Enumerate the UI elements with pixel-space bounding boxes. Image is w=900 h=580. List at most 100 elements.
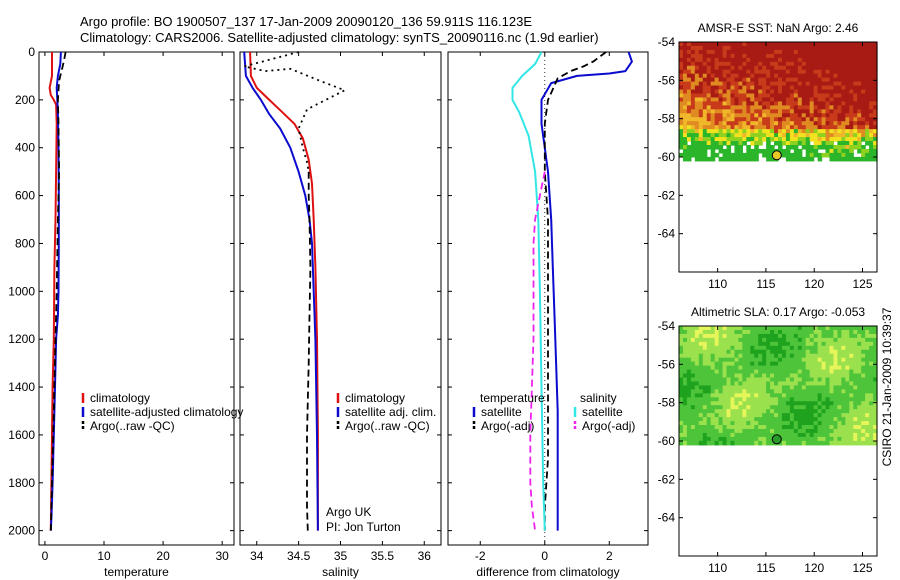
sla-heatmap-cell bbox=[690, 389, 696, 394]
sla-heatmap-cell bbox=[821, 381, 827, 387]
sst-heatmap-cell bbox=[869, 53, 874, 59]
sla-heatmap-cell bbox=[857, 397, 862, 402]
sst-heatmap-cell bbox=[746, 77, 751, 83]
sla-heatmap-cell bbox=[762, 389, 767, 394]
sla-heatmap-cell bbox=[702, 361, 708, 367]
sst-heatmap-cell bbox=[754, 101, 759, 106]
sla-heatmap-cell bbox=[785, 397, 791, 402]
sla-heatmap-cell bbox=[706, 333, 712, 339]
sla-heatmap-cell bbox=[702, 421, 708, 426]
sla-heatmap-cell bbox=[825, 326, 831, 331]
sla-heatmap-cell bbox=[686, 432, 692, 438]
sst-heatmap-cell bbox=[869, 144, 874, 150]
sst-heatmap-cell bbox=[778, 137, 783, 142]
sla-heatmap-cell bbox=[742, 413, 747, 418]
sst-heatmap-cell bbox=[793, 137, 799, 142]
sla-heatmap-cell bbox=[774, 393, 779, 398]
sst-heatmap-cell bbox=[801, 49, 807, 55]
sla-heatmap-cell bbox=[778, 440, 783, 446]
sst-heatmap-cell bbox=[789, 152, 795, 158]
sla-heatmap-cell bbox=[690, 413, 696, 418]
sst-heatmap-cell bbox=[849, 137, 854, 142]
sst-heatmap-cell bbox=[738, 148, 743, 154]
sst-heatmap-cell bbox=[746, 144, 751, 150]
sst-heatmap-cell bbox=[679, 42, 684, 47]
sla-heatmap-cell bbox=[774, 385, 779, 390]
sla-heatmap-cell bbox=[778, 361, 783, 367]
sla-heatmap-cell bbox=[762, 432, 767, 438]
sla-heatmap-cell bbox=[781, 417, 787, 422]
sst-heatmap-cell bbox=[734, 133, 739, 138]
sst-heatmap-cell bbox=[742, 125, 747, 130]
sla-heatmap-cell bbox=[730, 409, 736, 414]
sst-heatmap-cell bbox=[797, 49, 803, 55]
sst-heatmap-cell bbox=[698, 101, 704, 106]
sst-heatmap-cell bbox=[778, 85, 783, 91]
sst-heatmap-cell bbox=[774, 109, 779, 114]
sst-heatmap-cell bbox=[821, 81, 827, 87]
sst-heatmap-cell bbox=[766, 93, 771, 99]
sst-heatmap-cell bbox=[813, 65, 819, 71]
sla-heatmap-cell bbox=[679, 440, 684, 446]
sst-heatmap-cell bbox=[857, 121, 862, 126]
sst-heatmap-cell bbox=[746, 105, 751, 110]
sla-heatmap-cell bbox=[853, 409, 858, 414]
sla-heatmap-cell bbox=[698, 373, 704, 379]
sst-heatmap-cell bbox=[750, 117, 755, 122]
sla-heatmap-cell bbox=[690, 440, 696, 446]
sst-heatmap-cell bbox=[758, 77, 763, 83]
sla-heatmap-cell bbox=[861, 428, 866, 434]
sla-heatmap-cell bbox=[849, 369, 854, 375]
sst-heatmap-cell bbox=[861, 133, 866, 138]
sst-heatmap-cell bbox=[718, 105, 724, 110]
sst-heatmap-cell bbox=[722, 101, 728, 106]
sla-heatmap-cell bbox=[809, 409, 815, 414]
sla-heatmap-cell bbox=[813, 326, 819, 331]
sst-heatmap-cell bbox=[789, 49, 795, 55]
sst-heatmap-cell bbox=[722, 81, 728, 87]
sst-heatmap-cell bbox=[869, 141, 874, 146]
sst-heatmap-cell bbox=[829, 156, 835, 162]
sla-heatmap-cell bbox=[742, 385, 747, 390]
sla-heatmap-cell bbox=[722, 385, 728, 390]
sla-heatmap-cell bbox=[873, 440, 878, 446]
sla-heatmap-cell bbox=[710, 421, 716, 426]
sst-heatmap-cell bbox=[793, 125, 799, 130]
sst-heatmap-cell bbox=[758, 42, 763, 47]
sla-heatmap-cell bbox=[869, 440, 874, 446]
sst-heatmap-cell bbox=[730, 141, 736, 146]
sst-heatmap-cell bbox=[837, 141, 842, 146]
sla-heatmap-cell bbox=[738, 417, 743, 422]
sst-heatmap-cell bbox=[797, 156, 803, 162]
sst-heatmap-cell bbox=[801, 117, 807, 122]
sla-heatmap-cell bbox=[817, 397, 823, 402]
sla-heatmap-cell bbox=[690, 373, 696, 379]
sst-heatmap-cell bbox=[805, 117, 811, 122]
sst-heatmap-cell bbox=[805, 73, 811, 79]
sst-heatmap-cell bbox=[829, 125, 835, 130]
sst-heatmap-cell bbox=[861, 97, 866, 103]
sst-heatmap-cell bbox=[694, 125, 700, 130]
sla-heatmap-cell bbox=[770, 389, 775, 394]
sla-heatmap-cell bbox=[829, 428, 835, 434]
sla-heatmap-cell bbox=[746, 428, 751, 434]
sla-heatmap-cell bbox=[829, 385, 835, 390]
sla-heatmap-cell bbox=[722, 397, 728, 402]
sst-heatmap-cell bbox=[730, 77, 736, 83]
sst-heatmap-cell bbox=[845, 93, 850, 99]
sst-heatmap-cell bbox=[841, 121, 846, 126]
sla-heatmap-cell bbox=[837, 381, 842, 387]
sst-heatmap-cell bbox=[857, 141, 862, 146]
sla-heatmap-cell bbox=[762, 405, 767, 410]
sla-heatmap-cell bbox=[825, 329, 831, 335]
sst-heatmap-cell bbox=[873, 65, 878, 71]
sst-heatmap-cell bbox=[869, 89, 874, 95]
sst-heatmap-cell bbox=[813, 57, 819, 63]
sla-heatmap-cell bbox=[809, 381, 815, 387]
sst-heatmap-cell bbox=[774, 121, 779, 126]
sla-heatmap-cell bbox=[797, 428, 803, 434]
sla-heatmap-cell bbox=[821, 397, 827, 402]
sla-heatmap-cell bbox=[825, 417, 831, 422]
sla-heatmap-cell bbox=[694, 421, 700, 426]
sst-heatmap-cell bbox=[869, 101, 874, 106]
